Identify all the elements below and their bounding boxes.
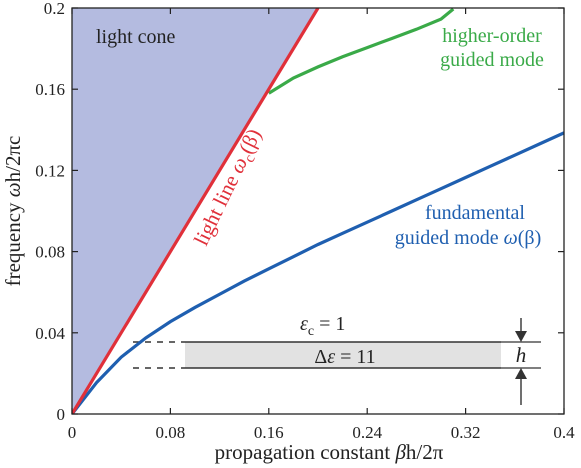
thickness-label: h [516, 343, 527, 367]
x-tick-label: 0.24 [352, 423, 382, 442]
plot-frame [71, 7, 565, 415]
higher-order-mode-line [267, 8, 455, 95]
y-tick-label: 0.12 [35, 161, 65, 180]
slab-rect [185, 342, 501, 368]
x-tick-label: 0.16 [254, 423, 284, 442]
fundamental-label-line1: fundamental [425, 202, 525, 224]
y-tick-label: 0.2 [44, 0, 65, 18]
slab-diagram: h Δε = 11 εc = 1 [133, 313, 541, 405]
y-tick-label: 0 [57, 405, 66, 424]
y-axis-title: frequency ωh/2πc [1, 136, 25, 287]
fundamental-label-line2: guided mode ω(β) [395, 227, 542, 249]
fundamental-mode-line [72, 131, 564, 414]
higher-order-label-line1: higher-order [442, 25, 542, 47]
x-tick-label: 0.4 [553, 423, 575, 442]
higher-order-label-line2: guided mode [440, 49, 544, 71]
x-axis-title: propagation constant βh/2π [215, 440, 444, 464]
thickness-arrow-top-head [515, 331, 527, 342]
thickness-arrow-bottom-head [515, 368, 527, 379]
x-tick-label: 0.32 [451, 423, 481, 442]
axis-ticks: 0 0.08 0.16 0.24 0.32 0.4 0 0.04 0.08 0.12 0.16 0.2 [35, 0, 575, 442]
y-tick-label: 0.08 [35, 243, 65, 262]
x-tick-label: 0.08 [156, 423, 186, 442]
light-cone-label: light cone [96, 26, 176, 48]
y-tick-label: 0.16 [35, 80, 65, 99]
delta-epsilon-label: Δε = 11 [314, 346, 375, 368]
x-tick-label: 0 [68, 423, 77, 442]
light-line [72, 8, 320, 414]
y-tick-label: 0.04 [35, 324, 65, 343]
epsilon-c-label: εc = 1 [300, 313, 345, 339]
